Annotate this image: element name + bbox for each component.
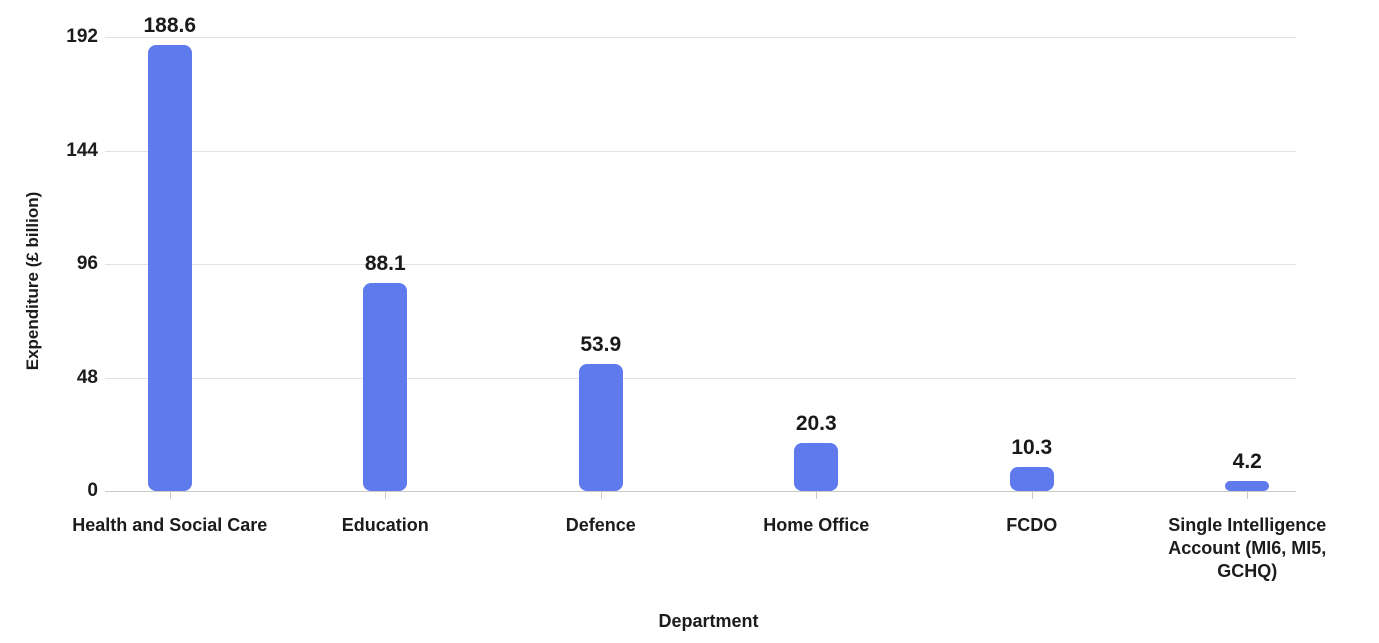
category-label: FCDO — [1006, 515, 1058, 535]
x-tick-mark — [600, 491, 602, 499]
y-tick-label: 192 — [66, 26, 98, 47]
category-label: Home Office — [763, 515, 870, 535]
bar-columns: 188.6 Health and Social Care 88.1 Education… — [62, 14, 1356, 581]
y-tick-label: 48 — [76, 366, 98, 388]
bar-value-label: 4.2 — [1232, 450, 1262, 474]
category-column: 53.9 Defence — [493, 37, 709, 535]
plot-area — [105, 37, 1296, 492]
gridline — [105, 264, 1296, 265]
gridline — [105, 377, 1296, 379]
gridline — [105, 37, 1296, 38]
bar-value-label: 188.6 — [143, 14, 197, 38]
x-tick-mark — [169, 491, 171, 499]
bar-value-label: 53.9 — [580, 332, 622, 356]
category-label: Health and Social Care — [72, 515, 268, 535]
x-tick-mark — [385, 491, 387, 499]
y-axis-tick-labels: 0 48 96 144 192 — [0, 26, 98, 501]
bar — [147, 45, 192, 491]
y-axis-title: Expenditure (£ billion) — [23, 191, 42, 371]
y-tick-label: 96 — [76, 253, 98, 274]
category-column: 88.1 Education — [278, 37, 494, 535]
y-tick-label: 0 — [87, 480, 98, 501]
bar-value-label: 20.3 — [795, 412, 837, 435]
category-label: Education — [341, 515, 429, 535]
bar — [1009, 466, 1054, 491]
category-column: 10.3 FCDO — [924, 37, 1140, 535]
bar — [578, 363, 623, 491]
category-column: 4.2 Single Intelligence Account (MI6, MI5… — [1140, 37, 1356, 581]
category-column: 188.6 Health and Social Care — [62, 14, 278, 535]
y-tick-label: 144 — [66, 139, 98, 161]
x-axis-line — [105, 491, 1296, 492]
x-tick-mark — [816, 491, 818, 499]
bar — [1225, 481, 1270, 491]
category-column: 20.3 Home Office — [709, 37, 925, 535]
bar — [363, 282, 408, 491]
x-axis-title: Department — [658, 611, 759, 631]
x-tick-mark — [1031, 491, 1033, 499]
bar-value-label: 88.1 — [364, 251, 406, 275]
bar — [794, 443, 839, 491]
category-label: Defence — [565, 515, 636, 535]
gridline — [105, 150, 1296, 152]
category-label: Single Intelligence Account (MI6, MI5, G… — [1168, 515, 1327, 581]
x-tick-mark — [1247, 491, 1249, 499]
bar-value-label: 10.3 — [1011, 435, 1053, 459]
